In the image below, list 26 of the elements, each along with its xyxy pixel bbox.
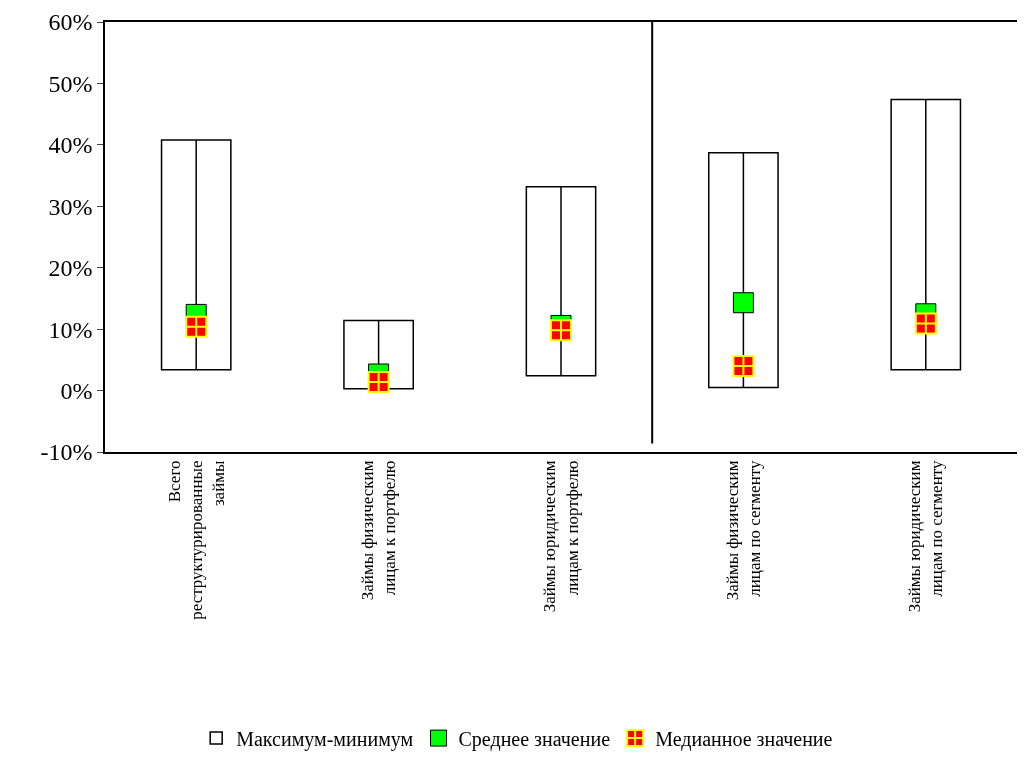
y-tick-label: 30%	[48, 193, 93, 220]
bar	[890, 98, 962, 371]
y-tick-label: -10%	[40, 439, 93, 466]
x-tick-label: Займы юридическим лицам к портфелю	[540, 460, 582, 613]
point	[367, 370, 390, 393]
bar	[707, 152, 779, 389]
x-tick-label: Займы физическим лицам по сегменту	[722, 460, 764, 601]
y-tick-label: 10%	[48, 316, 93, 343]
y-tick-label: 20%	[48, 255, 93, 282]
point	[732, 355, 755, 377]
bar	[160, 139, 232, 371]
point	[185, 315, 208, 338]
point	[550, 319, 572, 342]
y-tick-label: 40%	[48, 132, 93, 159]
x-tick-label: Займы юридическим лицам по сегменту	[905, 460, 947, 613]
bar	[525, 185, 597, 377]
y-tick-label: 60%	[48, 9, 93, 36]
y-tick-label: 50%	[48, 70, 93, 97]
point	[732, 292, 754, 314]
y-tick-label: 0%	[60, 377, 93, 404]
legend-label: Медианное значение	[655, 727, 833, 751]
x-tick-label: Займы физическим лицам к портфелю	[358, 460, 400, 601]
legend-label: Среднее значение	[458, 727, 611, 751]
legend-label: Максимум-минимум	[236, 727, 414, 751]
x-tick-label: Всего реструктурированные займы	[164, 459, 228, 620]
point	[914, 312, 937, 335]
